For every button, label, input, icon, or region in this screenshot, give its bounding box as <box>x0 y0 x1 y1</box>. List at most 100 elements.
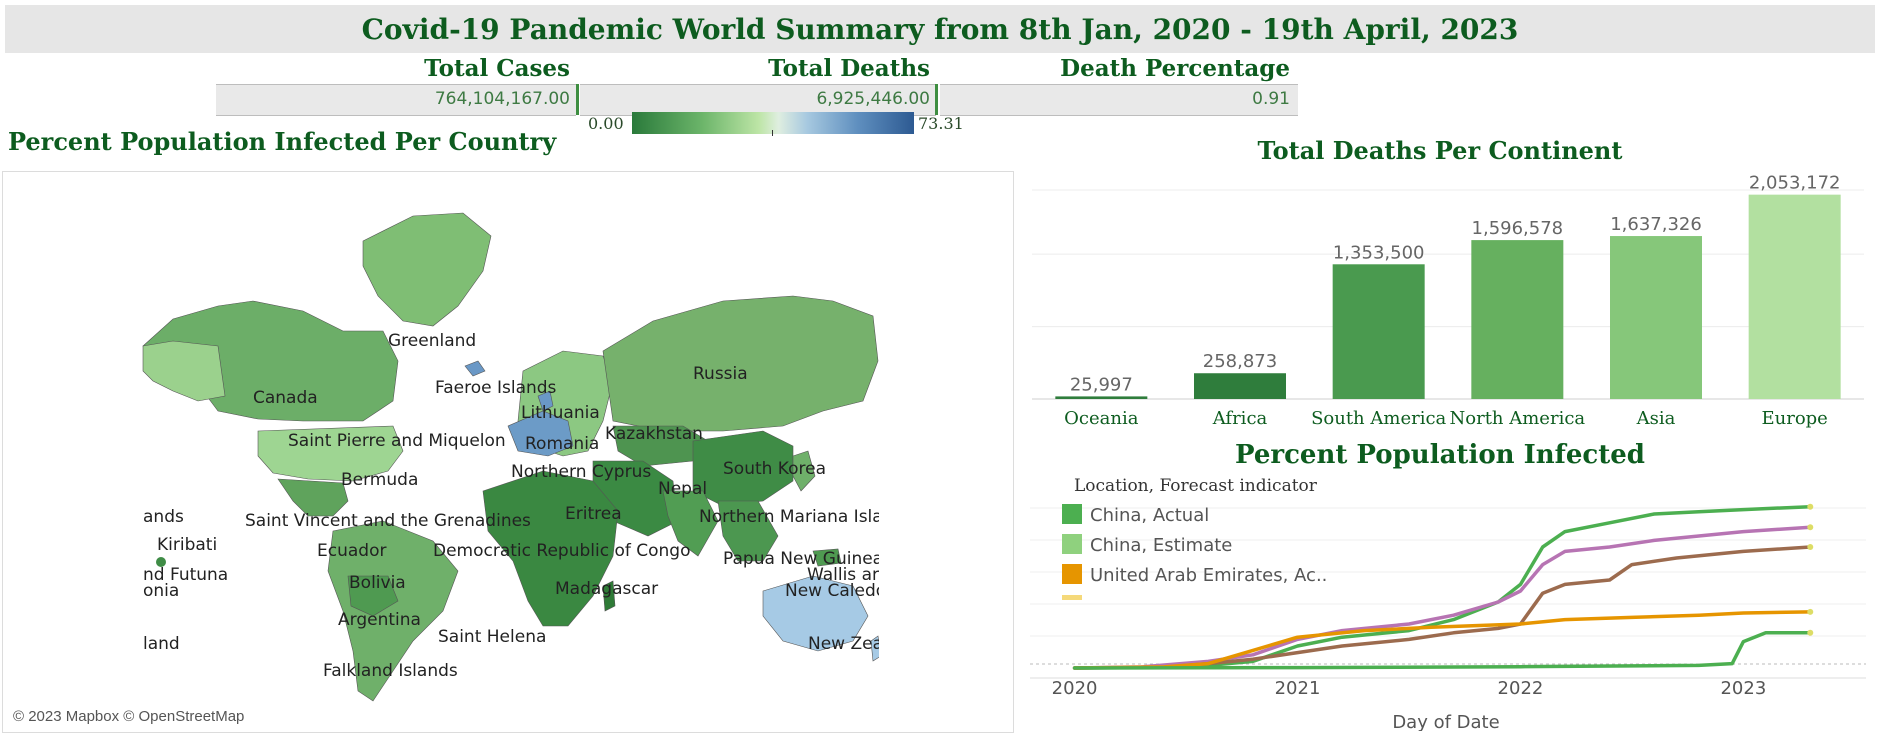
map-region-island[interactable] <box>156 557 166 567</box>
kpi-divider-2 <box>935 84 938 115</box>
map-label: Greenland <box>388 331 476 351</box>
legend-swatch[interactable] <box>1062 504 1082 524</box>
bar-asia[interactable] <box>1610 236 1702 399</box>
bar-category-label: Europe <box>1761 408 1827 429</box>
map-label: Lithuania <box>521 403 600 423</box>
legend-swatch-partial <box>1062 595 1082 600</box>
map-label: Argentina <box>338 610 421 630</box>
world-map[interactable]: Greenland Canada Faeroe Islands Lithuani… <box>2 171 1014 733</box>
legend-title: Location, Forecast indicator <box>1074 476 1318 496</box>
map-clip-right <box>879 172 1013 732</box>
percent-infected-chart: 2020 2021 2022 2023 Day of Date Location, For… <box>1030 476 1866 731</box>
legend-entry[interactable]: China, Actual <box>1090 505 1209 526</box>
map-region-africa[interactable] <box>482 470 619 627</box>
map-label: South Korea <box>723 459 826 479</box>
kpi-total-cases-box <box>216 84 576 116</box>
bar-category-label: North America <box>1450 408 1586 429</box>
map-label: Democratic Republic of Congo <box>433 541 691 561</box>
kpi-total-deaths-value: 6,925,446.00 <box>816 89 930 109</box>
map-label: Papua New Guinea <box>723 549 883 569</box>
map-region-png[interactable] <box>812 548 842 567</box>
bar-category-label: Oceania <box>1064 408 1139 429</box>
line-series-1[interactable] <box>1072 525 1813 670</box>
map-label: Northern Mariana Isla <box>699 507 883 527</box>
world-map-svg[interactable]: Greenland Canada Faeroe Islands Lithuani… <box>3 172 1013 732</box>
map-region-bolivia[interactable] <box>347 575 399 617</box>
map-label: Romania <box>525 434 599 454</box>
map-region-australia[interactable] <box>762 575 869 652</box>
legend-entry[interactable]: United Arab Emirates, Ac.. <box>1090 565 1327 586</box>
map-label: Northern Cyprus <box>511 462 651 482</box>
map-region-japan-korea[interactable] <box>792 450 816 492</box>
map-label: Falkland Islands <box>323 661 458 681</box>
line-legend: Location, Forecast indicator China, Actua… <box>1062 476 1327 600</box>
line-series-0[interactable] <box>1072 504 1813 670</box>
map-copyright: © 2023 Mapbox © OpenStreetMap <box>8 707 250 726</box>
bar-category-label: Asia <box>1636 408 1676 429</box>
map-region-uk[interactable] <box>537 390 554 412</box>
map-label: land <box>143 634 180 654</box>
bar-value-label: 1,637,326 <box>1610 214 1702 235</box>
map-region-iceland[interactable] <box>464 360 486 377</box>
line-chart-title: Percent Population Infected <box>1235 440 1645 470</box>
kpi-total-deaths-box <box>580 84 936 116</box>
line-series-endpoint <box>1807 544 1814 550</box>
kpi-divider-1 <box>576 84 579 115</box>
bar-category-label: Africa <box>1212 408 1268 429</box>
kpi-total-cases-value: 764,104,167.00 <box>434 89 570 109</box>
map-label: Madagascar <box>555 579 658 599</box>
x-tick-label: 2023 <box>1720 678 1766 699</box>
map-title: Percent Population Infected Per Country <box>8 127 557 156</box>
map-label: Nepal <box>658 479 707 499</box>
map-legend-min: 0.00 <box>588 114 624 133</box>
bar-europe[interactable] <box>1748 194 1841 399</box>
map-label: Saint Helena <box>438 627 546 647</box>
legend-entry[interactable]: China, Estimate <box>1090 535 1232 556</box>
dashboard-title-bar: Covid-19 Pandemic World Summary from 8th… <box>5 5 1875 53</box>
map-label: Kazakhstan <box>605 424 703 444</box>
bar-chart-title: Total Deaths Per Continent <box>1257 136 1623 165</box>
map-color-legend <box>632 112 914 136</box>
line-series-endpoint <box>1807 524 1814 531</box>
bar-category-label: South America <box>1311 408 1446 429</box>
map-region-south-america[interactable] <box>327 520 459 702</box>
map-region-mexico[interactable] <box>277 478 349 517</box>
map-region-madagascar[interactable] <box>602 580 616 612</box>
deaths-per-continent-chart: 25,997 Oceania 258,873 Africa 1,353,500 South… <box>1032 173 1864 429</box>
map-label: Saint Pierre and Miquelon <box>288 431 506 451</box>
bar-north-america[interactable] <box>1471 240 1564 399</box>
map-region-india[interactable] <box>662 490 719 557</box>
bar-oceania[interactable] <box>1055 396 1148 399</box>
map-label: Saint Vincent and the Grenadines <box>245 511 531 531</box>
line-series-3[interactable] <box>1072 610 1813 670</box>
line-series-endpoint <box>1807 629 1814 636</box>
map-label: Wallis ar <box>807 565 879 585</box>
map-region-alaska[interactable] <box>142 340 226 402</box>
map-label: Ecuador <box>317 541 386 561</box>
kpi-death-percentage-box <box>940 84 1298 116</box>
x-tick-label: 2021 <box>1275 678 1321 699</box>
map-region-usa[interactable] <box>257 425 404 482</box>
line-series-endpoint <box>1807 608 1814 615</box>
kpi-total-cases-label: Total Cases <box>424 55 570 82</box>
kpi-total-deaths-label: Total Deaths <box>768 55 930 82</box>
map-label: Russia <box>693 364 748 384</box>
legend-marker <box>772 130 773 136</box>
line-series-endpoint <box>1807 503 1814 510</box>
bar-value-label: 1,353,500 <box>1333 242 1425 263</box>
map-label: onia <box>143 581 179 601</box>
legend-swatch[interactable] <box>1062 564 1082 584</box>
line-series-2[interactable] <box>1072 545 1813 670</box>
map-label: Faeroe Islands <box>435 378 557 398</box>
legend-swatch[interactable] <box>1062 534 1082 554</box>
bar-value-label: 25,997 <box>1070 374 1133 395</box>
line-series-4[interactable] <box>1072 631 1813 670</box>
kpi-death-percentage-value: 0.91 <box>1252 89 1290 109</box>
map-region-greenland[interactable] <box>362 212 492 327</box>
map-region-southeast-asia[interactable] <box>717 500 779 562</box>
bar-africa[interactable] <box>1194 373 1286 399</box>
map-label: nd Futuna <box>143 565 228 585</box>
map-label: Bolivia <box>349 573 406 593</box>
bar-south-america[interactable] <box>1332 264 1425 399</box>
map-clip-left <box>3 172 141 732</box>
